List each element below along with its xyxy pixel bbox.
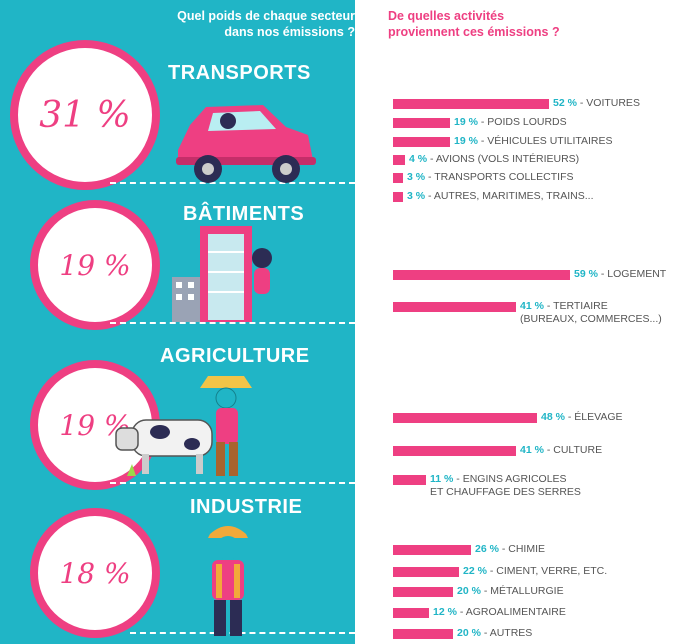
bar-label-2-2: 11 % - ENGINS AGRICOLES ET CHAUFFAGE DES … xyxy=(430,473,581,499)
bar-label-3-4: 20 % - AUTRES xyxy=(457,627,532,640)
batiments-title: BÂTIMENTS xyxy=(183,203,305,225)
bar-category: - AUTRES xyxy=(480,627,533,639)
bar-label-0-0: 52 % - VOITURES xyxy=(553,97,640,110)
bar-label-0-1: 19 % - POIDS LOURDS xyxy=(454,116,567,129)
bar-0-5 xyxy=(393,192,403,202)
bar-value: 22 % xyxy=(463,565,487,577)
bar-0-1 xyxy=(393,118,450,128)
bar-category: - AGROALIMENTAIRE xyxy=(456,606,566,618)
bar-value: 41 % xyxy=(520,444,544,456)
batiments-share-circle: 19 % xyxy=(30,200,160,330)
industrie-share-circle: 18 % xyxy=(30,508,160,638)
bar-value: 20 % xyxy=(457,627,481,639)
bar-label-1-1: 41 % - TERTIAIRE (BUREAUX, COMMERCES...) xyxy=(520,300,662,326)
left-heading-line2: dans nos émissions ? xyxy=(224,25,355,39)
batiments-share-value: 19 % xyxy=(59,248,131,282)
bar-label-3-3: 12 % - AGROALIMENTAIRE xyxy=(433,606,566,619)
bar-3-2 xyxy=(393,587,453,597)
bar-category: - ÉLEVAGE xyxy=(564,411,623,423)
bar-category: - TRANSPORTS COLLECTIFS xyxy=(425,171,574,183)
building-icon xyxy=(172,226,272,322)
bar-0-4 xyxy=(393,173,403,183)
activity-bars-chart xyxy=(393,99,570,639)
bar-value: 48 % xyxy=(541,411,565,423)
agriculture-title: AGRICULTURE xyxy=(160,345,310,367)
bar-value: 19 % xyxy=(454,135,478,147)
bar-0-0 xyxy=(393,99,549,109)
bar-value: 4 % xyxy=(409,153,428,165)
bar-2-2 xyxy=(393,475,426,485)
bar-label-1-0: 59 % - LOGEMENT xyxy=(574,268,666,281)
bar-value: 59 % xyxy=(574,268,598,280)
bar-category: - ENGINS AGRICOLES xyxy=(453,473,567,485)
bar-value: 19 % xyxy=(454,116,478,128)
bar-category: - LOGEMENT xyxy=(597,268,667,280)
bar-label-3-0: 26 % - CHIMIE xyxy=(475,543,545,556)
right-heading-line1: De quelles activités xyxy=(388,9,505,23)
bar-2-0 xyxy=(393,413,537,423)
industrie-title: INDUSTRIE xyxy=(190,496,303,518)
transports-share-circle: 31 % xyxy=(10,40,160,190)
car-icon xyxy=(176,105,316,183)
bar-label-3-1: 22 % - CIMENT, VERRE, ETC. xyxy=(463,565,607,578)
bar-category: - AVIONS (VOLS INTÉRIEURS) xyxy=(427,153,580,165)
bar-value: 3 % xyxy=(407,190,426,202)
bar-category: - AUTRES, MARITIMES, TRAINS... xyxy=(425,190,594,202)
bar-label-0-2: 19 % - VÉHICULES UTILITAIRES xyxy=(454,135,613,148)
sector-share-panel: Quel poids de chaque secteur dans nos ém… xyxy=(0,0,355,644)
bar-label-0-4: 3 % - TRANSPORTS COLLECTIFS xyxy=(407,171,573,184)
bar-value: 26 % xyxy=(475,543,499,555)
bar-label-0-3: 4 % - AVIONS (VOLS INTÉRIEURS) xyxy=(409,153,579,166)
bar-2-1 xyxy=(393,446,516,456)
bar-category: - MÉTALLURGIE xyxy=(480,585,564,597)
bar-0-2 xyxy=(393,137,450,147)
bar-category: - CHIMIE xyxy=(498,543,546,555)
agriculture-ground-line xyxy=(110,482,355,484)
bar-1-0 xyxy=(393,270,570,280)
bar-value: 3 % xyxy=(407,171,426,183)
bar-category: - VÉHICULES UTILITAIRES xyxy=(477,135,613,147)
bar-category: - CULTURE xyxy=(543,444,603,456)
bar-category: - POIDS LOURDS xyxy=(477,116,567,128)
bar-label-2-0: 48 % - ÉLEVAGE xyxy=(541,411,623,424)
bar-label-0-5: 3 % - AUTRES, MARITIMES, TRAINS... xyxy=(407,190,594,203)
bar-3-1 xyxy=(393,567,459,577)
bar-category: - TERTIAIRE xyxy=(543,300,608,312)
industrie-share-value: 18 % xyxy=(59,556,131,590)
batiments-ground-line xyxy=(110,322,355,324)
bar-value: 12 % xyxy=(433,606,457,618)
transports-title: TRANSPORTS xyxy=(168,62,311,84)
bar-category: - VOITURES xyxy=(576,97,640,109)
bar-category-line2: ET CHAUFFAGE DES SERRES xyxy=(430,486,581,498)
bar-category: - CIMENT, VERRE, ETC. xyxy=(486,565,608,577)
right-heading: De quelles activités proviennent ces émi… xyxy=(388,8,668,40)
bar-value: 20 % xyxy=(457,585,481,597)
bar-value: 41 % xyxy=(520,300,544,312)
left-heading-line1: Quel poids de chaque secteur xyxy=(177,9,355,23)
right-heading-line2: proviennent ces émissions ? xyxy=(388,25,560,39)
transports-share-value: 31 % xyxy=(39,94,131,136)
bar-3-4 xyxy=(393,629,453,639)
bar-label-2-1: 41 % - CULTURE xyxy=(520,444,602,457)
bar-label-3-2: 20 % - MÉTALLURGIE xyxy=(457,585,564,598)
bar-value: 52 % xyxy=(553,97,577,109)
bar-1-1 xyxy=(393,302,516,312)
bar-3-0 xyxy=(393,545,471,555)
bar-category-line2: (BUREAUX, COMMERCES...) xyxy=(520,313,662,325)
left-heading: Quel poids de chaque secteur dans nos ém… xyxy=(105,8,355,40)
industrie-ground-line xyxy=(130,632,355,634)
bar-value: 11 % xyxy=(430,473,454,485)
activity-breakdown-panel: De quelles activités proviennent ces émi… xyxy=(355,0,689,644)
cow-farmer-icon xyxy=(115,376,252,476)
worker-icon xyxy=(208,526,248,636)
transports-ground-line xyxy=(110,182,355,184)
bar-3-3 xyxy=(393,608,429,618)
bar-0-3 xyxy=(393,155,405,165)
